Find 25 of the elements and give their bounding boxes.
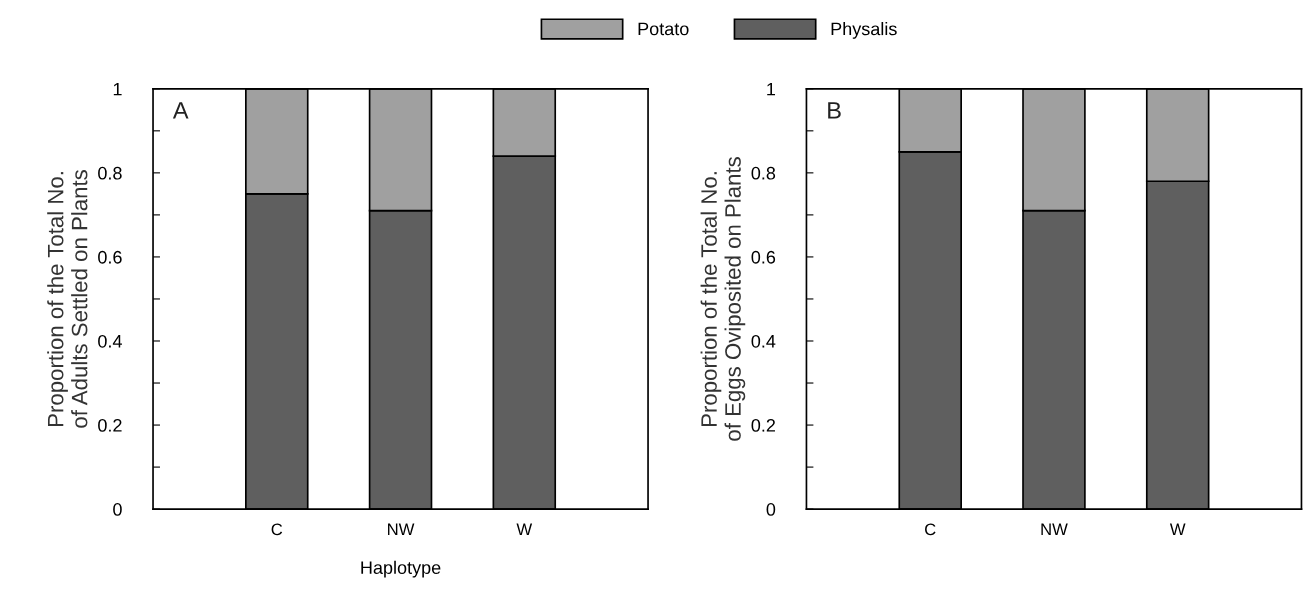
x-axis-title: Haplotype [361, 560, 441, 578]
y-tick-label: 0.8 [751, 166, 776, 180]
y-axis-title: Proportion of the Total No. of Adults Settled on Plants [47, 170, 88, 428]
y-tick-label: 0.4 [98, 334, 122, 348]
y-tick-label: 0.2 [751, 418, 775, 432]
y-tick-label: 0 [113, 503, 122, 516]
x-tick-label: W [1169, 523, 1186, 536]
y-tick-label: 0.6 [751, 250, 776, 264]
y-tick-label: 1 [767, 82, 776, 96]
y-axis-title: Proportion of the Total No. of Eggs Oviposited on Plants [700, 157, 746, 441]
x-tick-label: C [271, 523, 283, 536]
x-tick-label: W [516, 523, 533, 536]
y-tick-label: 1 [113, 82, 122, 96]
x-tick-label: C [925, 523, 936, 536]
x-tick-label: NW [1041, 523, 1068, 536]
annotation: B [828, 102, 841, 119]
x-tick-label: NW [388, 523, 415, 536]
y-tick-label: 0.4 [751, 334, 776, 348]
annotation: A [172, 102, 189, 119]
y-tick-label: 0.2 [98, 418, 122, 432]
legend-label: Potato [638, 22, 689, 36]
y-tick-label: 0.8 [98, 166, 122, 180]
legend-label: Physalis [831, 22, 897, 39]
y-tick-label: 0 [766, 503, 776, 516]
y-tick-label: 0.6 [98, 250, 122, 264]
